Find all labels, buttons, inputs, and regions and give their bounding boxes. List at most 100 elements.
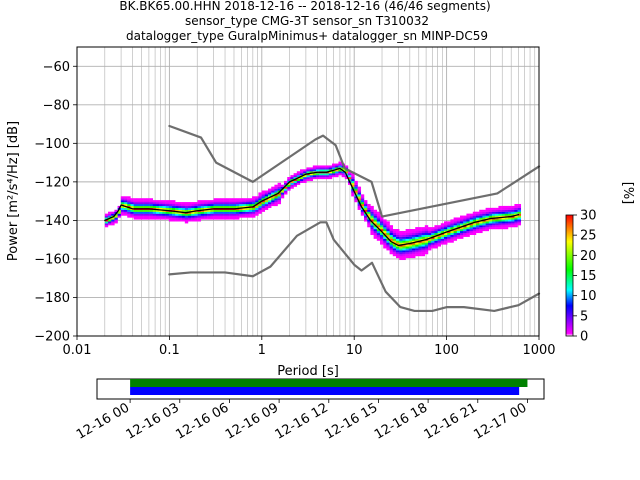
density-cell bbox=[456, 223, 461, 226]
density-cell bbox=[319, 167, 323, 170]
density-cell bbox=[402, 246, 406, 249]
density-cell bbox=[111, 217, 115, 220]
density-cell bbox=[453, 221, 458, 224]
density-cell bbox=[191, 217, 195, 220]
density-cell bbox=[319, 175, 323, 178]
density-cell bbox=[216, 217, 221, 220]
coverage-tick-label: 12-16 12 bbox=[273, 400, 331, 442]
density-cell bbox=[447, 225, 451, 228]
density-cell bbox=[188, 202, 192, 205]
density-cell bbox=[271, 196, 275, 199]
density-cell bbox=[408, 232, 413, 235]
density-cell bbox=[367, 203, 371, 207]
density-cell bbox=[159, 200, 163, 203]
density-cell bbox=[482, 229, 486, 232]
density-cell bbox=[216, 209, 221, 212]
density-cell bbox=[482, 209, 486, 212]
density-cell bbox=[143, 205, 147, 209]
density-cell bbox=[431, 227, 435, 230]
density-cell bbox=[328, 173, 333, 176]
density-cell bbox=[504, 221, 509, 224]
density-cell bbox=[236, 215, 240, 218]
density-cell bbox=[111, 223, 115, 226]
density-cell bbox=[127, 209, 131, 212]
density-cell bbox=[453, 223, 458, 226]
density-cell bbox=[508, 213, 512, 216]
density-cell bbox=[335, 165, 339, 168]
density-cell bbox=[504, 213, 509, 216]
density-cell bbox=[168, 200, 173, 203]
density-cell bbox=[415, 252, 419, 255]
density-cell bbox=[498, 205, 502, 209]
density-cell bbox=[386, 221, 390, 224]
density-cell bbox=[476, 221, 480, 224]
density-cell bbox=[172, 217, 176, 220]
density-cell bbox=[124, 202, 128, 205]
density-cell bbox=[287, 178, 291, 182]
density-cell bbox=[242, 198, 246, 201]
density-cell bbox=[280, 190, 285, 193]
density-cell bbox=[360, 194, 365, 197]
density-cell bbox=[223, 217, 227, 220]
density-cell bbox=[332, 171, 336, 174]
density-cell bbox=[335, 163, 339, 166]
density-cell bbox=[223, 198, 227, 201]
density-cell bbox=[508, 223, 512, 226]
density-cell bbox=[418, 254, 422, 257]
density-cell bbox=[466, 229, 470, 232]
density-cell bbox=[447, 234, 451, 237]
density-cell bbox=[517, 213, 522, 216]
density-cell bbox=[303, 180, 307, 183]
density-cell bbox=[444, 227, 448, 230]
density-cell bbox=[488, 227, 493, 230]
density-cell bbox=[271, 188, 275, 191]
density-cell bbox=[376, 236, 381, 239]
density-cell bbox=[434, 227, 438, 230]
density-cell bbox=[367, 213, 371, 216]
density-cell bbox=[140, 198, 144, 201]
density-cell bbox=[146, 203, 150, 207]
density-cell bbox=[447, 227, 451, 230]
density-cell bbox=[210, 205, 214, 209]
density-cell bbox=[405, 234, 410, 237]
density-cell bbox=[434, 238, 438, 241]
density-cell bbox=[389, 238, 394, 241]
density-cell bbox=[476, 230, 480, 234]
density-cell bbox=[296, 182, 301, 185]
density-cell bbox=[517, 217, 522, 220]
density-cell bbox=[380, 227, 384, 230]
density-cell bbox=[316, 175, 320, 178]
density-cell bbox=[463, 217, 467, 220]
coverage-tick-label: 12-17 00 bbox=[471, 400, 529, 442]
coverage-tick-label: 12-16 00 bbox=[74, 400, 132, 442]
density-cell bbox=[450, 232, 454, 235]
density-cell bbox=[236, 213, 240, 216]
density-cell bbox=[396, 248, 400, 251]
density-cell bbox=[204, 203, 208, 207]
x-axis-label: Period [s] bbox=[277, 364, 339, 379]
density-cell bbox=[328, 171, 333, 174]
density-cell bbox=[498, 223, 502, 226]
density-cell bbox=[303, 175, 307, 178]
density-cell bbox=[104, 223, 109, 226]
density-cell bbox=[124, 207, 128, 210]
density-cell bbox=[357, 194, 362, 197]
density-cell bbox=[434, 236, 438, 239]
density-cell bbox=[175, 207, 179, 210]
density-cell bbox=[245, 200, 250, 203]
density-cell bbox=[412, 254, 416, 257]
density-cell bbox=[264, 196, 269, 199]
density-cell bbox=[367, 223, 371, 226]
density-cell bbox=[261, 209, 266, 212]
density-cell bbox=[360, 200, 365, 203]
density-cell bbox=[216, 200, 221, 203]
density-cell bbox=[207, 215, 211, 218]
density-cell bbox=[380, 238, 384, 241]
density-cell bbox=[517, 221, 522, 224]
density-cell bbox=[485, 227, 490, 230]
density-cell bbox=[511, 213, 515, 216]
density-cell bbox=[220, 205, 224, 209]
density-cell bbox=[444, 236, 448, 239]
density-cell bbox=[380, 217, 384, 220]
density-cell bbox=[396, 232, 400, 235]
